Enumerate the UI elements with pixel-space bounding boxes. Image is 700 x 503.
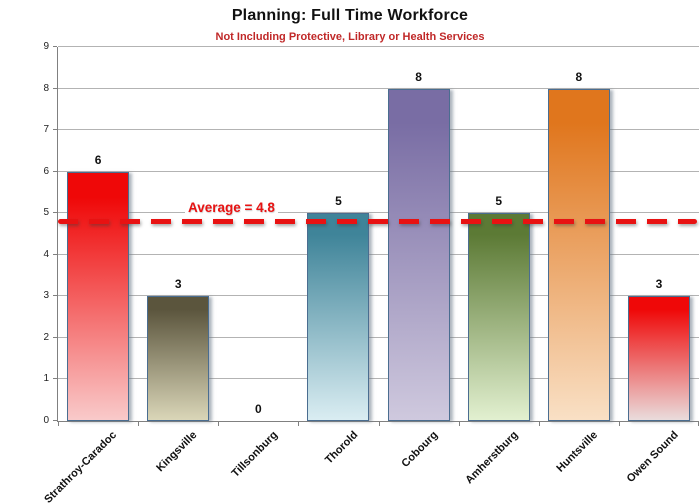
bar-cobourg [387,88,450,421]
gridline-5 [58,212,699,214]
y-tick-2 [53,336,57,338]
gridline-3 [58,295,699,297]
x-axis-label-amherstburg: Amherstburg [462,429,521,487]
x-tick-6 [538,422,540,426]
gridline-1 [58,378,699,380]
y-tick-1 [53,378,57,380]
y-tick-5 [53,212,57,214]
x-axis-label-tillsonburg: Tillsonburg [229,429,280,480]
x-axis-label-thorold: Thorold [322,429,360,467]
plot-area: 6 3 0 5 8 5 8 3 [53,46,699,426]
gridline-7 [58,129,699,131]
y-tick-9 [53,46,57,47]
x-axis-label-cobourg: Cobourg [399,429,441,470]
value-label-strathroy-caradoc: 6 [94,152,102,167]
average-reference-line [58,219,697,225]
x-axis-label-huntsville: Huntsville [554,429,601,475]
chart-title: Planning: Full Time Workforce [231,7,469,24]
x-tick-3 [298,422,300,426]
y-axis-label-6: 6 [43,165,49,177]
y-axis-label-1: 1 [43,373,49,385]
x-tick-4 [378,422,380,426]
y-axis-label-0: 0 [43,415,49,426]
x-tick-1 [138,422,140,426]
x-axis-label-owen-sound: Owen Sound [624,429,681,486]
y-tick-3 [53,295,57,297]
y-axis-label-4: 4 [43,248,49,260]
y-axis-label-7: 7 [43,124,49,136]
bar-amherstburg [467,213,530,421]
y-tick-0 [53,420,57,421]
x-tick-5 [458,422,460,426]
x-tick-7 [618,422,620,426]
bar-thorold [307,213,370,421]
bar-huntsville [547,88,610,421]
bar-owen-sound [627,296,690,421]
value-label-owen-sound: 3 [655,277,663,292]
x-tick-0 [58,422,59,426]
y-axis-label-2: 2 [43,331,49,343]
gridline-6 [58,170,699,172]
gridline-9 [58,46,699,47]
x-axis-label-kingsville: Kingsville [154,429,200,475]
bar-strathroy-caradoc [67,171,130,421]
value-label-huntsville: 8 [575,69,583,84]
y-axis-label-5: 5 [43,207,49,219]
y-tick-8 [53,87,57,89]
bar-kingsville [147,296,210,421]
y-tick-7 [53,129,57,131]
gridline-8 [58,87,699,89]
y-axis-label-3: 3 [43,290,49,302]
y-tick-4 [53,253,57,255]
y-axis-label-8: 8 [43,82,49,94]
x-tick-8 [698,422,699,426]
y-axis-label-9: 9 [43,41,49,52]
y-tick-6 [53,170,57,172]
value-label-kingsville: 3 [174,277,182,292]
value-label-thorold: 5 [335,194,342,209]
value-label-tillsonburg: 0 [254,402,262,416]
chart-subtitle: Not Including Protective, Library or Hea… [215,31,485,43]
x-axis-label-strathroy-caradoc: Strathroy-Caradoc [42,429,120,503]
x-tick-2 [218,422,220,426]
gridline-2 [58,336,699,338]
value-label-cobourg: 8 [415,69,422,84]
value-label-amherstburg: 5 [495,194,503,209]
average-label: Average = 4.8 [185,200,278,215]
gridline-4 [58,253,699,255]
